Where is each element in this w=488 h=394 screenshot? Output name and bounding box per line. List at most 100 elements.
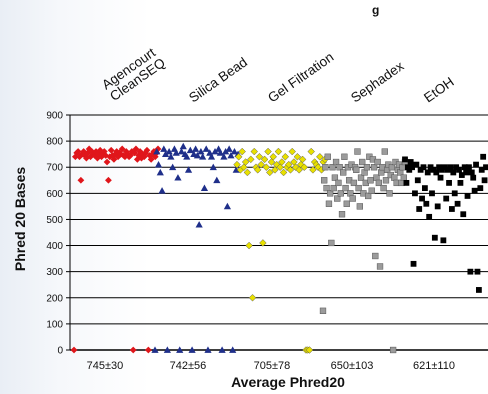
point-1-32: [207, 153, 216, 160]
point-2-14: [257, 160, 265, 169]
point-4-21: [431, 234, 438, 241]
point-3-28: [353, 166, 360, 173]
point-3-38: [365, 192, 372, 200]
point-0-42: [128, 148, 136, 155]
y-tick-label-500: 500: [46, 215, 63, 226]
point-3-32: [357, 174, 365, 181]
point-2-8: [247, 155, 255, 164]
point-4-52: [475, 287, 482, 293]
point-2-6: [243, 168, 252, 177]
point-3-30: [355, 184, 362, 192]
point-3-65: [397, 169, 404, 176]
point-3-67: [399, 164, 406, 171]
point-0-48: [136, 148, 144, 155]
point-4-19: [429, 190, 435, 197]
point-0-24: [103, 158, 111, 166]
point-0-26: [106, 153, 114, 161]
point-0-41: [127, 152, 134, 159]
point-3-59: [389, 346, 397, 354]
point-0-58: [150, 148, 158, 155]
point-1-42: [225, 145, 233, 152]
point-0-11: [85, 145, 93, 153]
point-4-51: [474, 268, 481, 275]
point-0-59: [151, 153, 159, 161]
point-3-8: [329, 164, 336, 171]
point-3-49: [378, 169, 385, 176]
point-1-10: [169, 163, 177, 171]
point-2-15: [259, 239, 267, 247]
point-1-0: [151, 346, 159, 353]
point-0-9: [82, 154, 90, 162]
point-0-22: [100, 148, 108, 155]
point-0-53: [143, 146, 151, 154]
point-4-9: [414, 177, 421, 184]
point-2-12: [253, 166, 262, 174]
point-1-9: [167, 153, 175, 160]
series-label-1: Silica Bead: [186, 54, 250, 105]
point-4-17: [426, 213, 433, 220]
point-4-1: [403, 179, 410, 186]
point-1-20: [186, 146, 194, 154]
point-3-66: [398, 179, 405, 187]
point-1-6: [161, 150, 170, 158]
point-4-25: [437, 174, 444, 181]
point-2-42: [305, 346, 314, 354]
point-2-18: [264, 147, 272, 156]
point-4-13: [420, 164, 427, 171]
point-3-18: [341, 153, 348, 160]
point-3-16: [338, 211, 346, 218]
point-1-39: [220, 153, 228, 160]
series-mean-label-1: 742±56: [170, 360, 207, 372]
point-3-14: [336, 164, 343, 171]
point-4-45: [466, 164, 472, 171]
point-3-56: [386, 190, 393, 197]
series-mean-label-0: 745±30: [87, 360, 124, 372]
point-0-35: [118, 145, 126, 153]
series-mean-labels: 745±30 742±56 705±78 650±103 621±110: [87, 360, 455, 372]
point-4-0: [402, 156, 408, 163]
point-2-4: [240, 163, 248, 171]
point-4-16: [424, 169, 431, 176]
point-1-21: [188, 346, 196, 353]
point-3-4: [324, 153, 331, 160]
point-4-55: [480, 153, 487, 160]
data-points: [70, 142, 488, 354]
point-1-12: [172, 149, 180, 156]
point-2-17: [262, 163, 271, 171]
point-1-16: [179, 142, 187, 150]
point-2-48: [316, 153, 324, 161]
point-1-14: [176, 346, 184, 353]
point-3-23: [347, 190, 354, 197]
point-4-6: [410, 260, 417, 267]
point-3-51: [380, 184, 387, 192]
point-3-60: [391, 174, 398, 181]
point-1-25: [195, 221, 203, 228]
point-2-23: [272, 160, 281, 169]
point-2-44: [309, 166, 317, 174]
point-3-43: [370, 164, 378, 171]
point-1-38: [218, 346, 226, 353]
point-3-0: [319, 307, 327, 314]
point-3-12: [334, 195, 341, 202]
point-4-27: [440, 237, 447, 244]
point-0-52: [142, 149, 150, 157]
point-1-1: [153, 147, 161, 155]
point-3-6: [326, 190, 334, 197]
point-2-21: [269, 153, 277, 161]
point-0-49: [138, 154, 145, 162]
point-3-9: [330, 184, 337, 192]
point-4-8: [413, 161, 420, 168]
point-3-1: [321, 177, 328, 184]
point-1-19: [184, 166, 193, 173]
y-tick-label-0: 0: [57, 346, 63, 357]
y-tick-label-700: 700: [46, 163, 63, 174]
point-1-2: [154, 161, 163, 168]
point-4-10: [416, 206, 423, 212]
point-4-46: [467, 268, 474, 275]
series-category-labels: AgencourtCleanSEQ Silica Bead Gel Filtrati…: [99, 45, 457, 106]
point-1-35: [213, 176, 221, 184]
point-0-19: [96, 146, 104, 154]
point-4-31: [446, 179, 452, 186]
point-1-24: [193, 151, 201, 159]
point-3-7: [328, 239, 335, 247]
